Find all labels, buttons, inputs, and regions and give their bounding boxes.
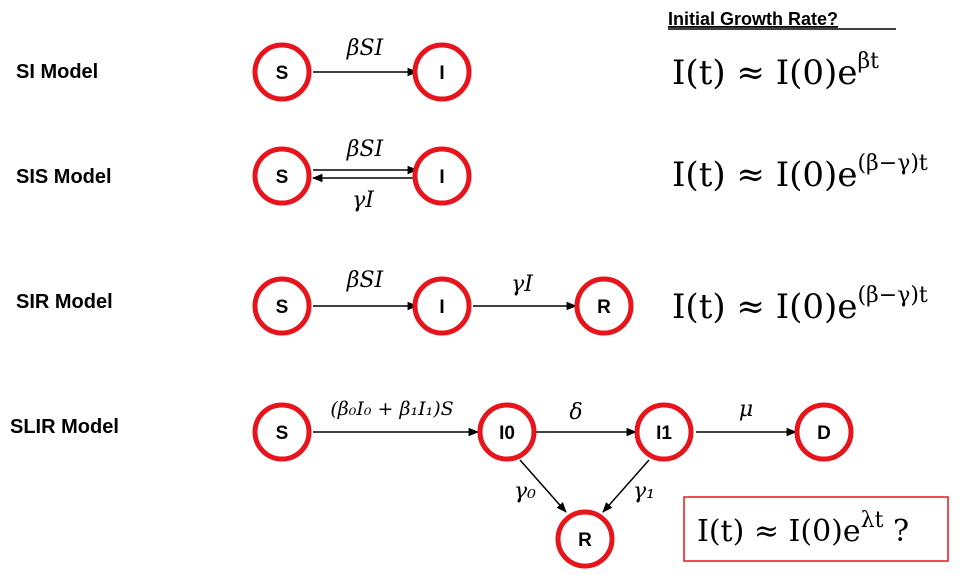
slir-rate-gamma0: γ₀ bbox=[514, 479, 536, 504]
slir-node-d-label: D bbox=[817, 423, 831, 444]
sir-node-r: R bbox=[574, 276, 634, 336]
slir-node-i0: I0 bbox=[477, 402, 537, 462]
sir-rate-beta-si: βSI bbox=[346, 268, 385, 293]
slir-node-r-label: R bbox=[578, 530, 592, 551]
slir-node-s-label: S bbox=[276, 423, 289, 444]
slir-node-i1-label: I1 bbox=[656, 423, 672, 444]
si-node-i: I bbox=[412, 42, 472, 102]
slir-equation-exponent: λt bbox=[861, 508, 884, 533]
slir-edge-i0-to-r bbox=[519, 459, 567, 513]
sis-node-s: S bbox=[252, 146, 312, 206]
slir-rate-mu: μ bbox=[739, 397, 753, 422]
sir-equation-base: I(t) ≈ I(0)e bbox=[672, 287, 857, 327]
si-equation-base: I(t) ≈ I(0)e bbox=[672, 53, 857, 93]
sir-equation: I(t) ≈ I(0)e(β−γ)t bbox=[672, 283, 928, 327]
sir-node-r-label: R bbox=[597, 297, 611, 318]
sis-node-i: I bbox=[412, 146, 472, 206]
slir-rate-gamma1: γ₁ bbox=[633, 479, 655, 504]
sis-node-s-label: S bbox=[276, 167, 289, 188]
si-model-label: SI Model bbox=[16, 61, 98, 83]
sis-rate-gamma-i: γI bbox=[352, 188, 375, 213]
slir-equation-question: ? bbox=[883, 514, 909, 549]
sir-node-i: I bbox=[412, 276, 472, 336]
si-rate-beta-si: βSI bbox=[346, 36, 385, 61]
slir-node-d: D bbox=[794, 402, 854, 462]
sir-equation-exponent: (β−γ)t bbox=[857, 283, 927, 308]
si-equation: I(t) ≈ I(0)eβt bbox=[672, 49, 879, 93]
slir-equation-base: I(t) ≈ I(0)e bbox=[697, 514, 861, 549]
sir-model-row: SIR Model βSI γI S I R I(t) ≈ I(0)e(β−γ)… bbox=[16, 268, 928, 336]
sis-rate-beta-si: βSI bbox=[346, 137, 385, 162]
slir-model-label: SLIR Model bbox=[10, 416, 119, 438]
sis-model-row: SIS Model βSI γI S I I(t) ≈ I(0)e(β−γ)t bbox=[16, 137, 928, 213]
initial-growth-rate-heading: Initial Growth Rate? bbox=[668, 9, 838, 29]
si-node-i-label: I bbox=[439, 63, 444, 84]
sis-equation-base: I(t) ≈ I(0)e bbox=[672, 155, 857, 195]
sis-equation: I(t) ≈ I(0)e(β−γ)t bbox=[672, 151, 928, 195]
si-node-s: S bbox=[252, 42, 312, 102]
si-node-s-label: S bbox=[276, 63, 289, 84]
sir-model-label: SIR Model bbox=[16, 291, 113, 313]
sir-node-i-label: I bbox=[439, 297, 444, 318]
slir-node-i0-label: I0 bbox=[499, 423, 515, 444]
sir-rate-gamma-i: γI bbox=[511, 272, 534, 297]
slir-rate-infection: (β₀I₀ + β₁I₁)S bbox=[330, 398, 453, 420]
si-model-row: SI Model βSI S I I(t) ≈ I(0)eβt bbox=[16, 36, 879, 102]
slir-equation-box bbox=[683, 496, 949, 562]
sir-node-s: S bbox=[252, 276, 312, 336]
slir-node-s: S bbox=[252, 402, 312, 462]
sis-node-i-label: I bbox=[439, 167, 444, 188]
slir-node-r: R bbox=[555, 509, 615, 569]
slir-node-i1: I1 bbox=[634, 402, 694, 462]
slir-rate-delta: δ bbox=[569, 400, 582, 425]
sis-model-label: SIS Model bbox=[16, 166, 112, 188]
sir-node-s-label: S bbox=[276, 297, 289, 318]
slir-equation: I(t) ≈ I(0)eλt ? bbox=[697, 508, 909, 549]
slir-model-row: SLIR Model (β₀I₀ + β₁I₁)S δ μ γ₀ γ₁ S I0… bbox=[10, 397, 949, 569]
slir-edge-i1-to-r bbox=[602, 459, 650, 513]
si-equation-exponent: βt bbox=[857, 49, 879, 74]
sis-equation-exponent: (β−γ)t bbox=[857, 151, 927, 176]
